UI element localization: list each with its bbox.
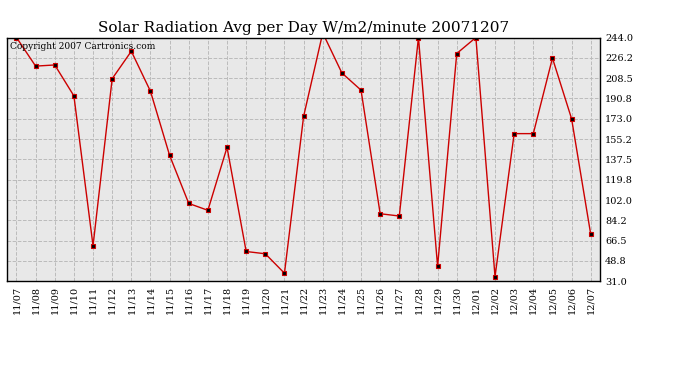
- Title: Solar Radiation Avg per Day W/m2/minute 20071207: Solar Radiation Avg per Day W/m2/minute …: [98, 21, 509, 35]
- Text: Copyright 2007 Cartronics.com: Copyright 2007 Cartronics.com: [10, 42, 155, 51]
